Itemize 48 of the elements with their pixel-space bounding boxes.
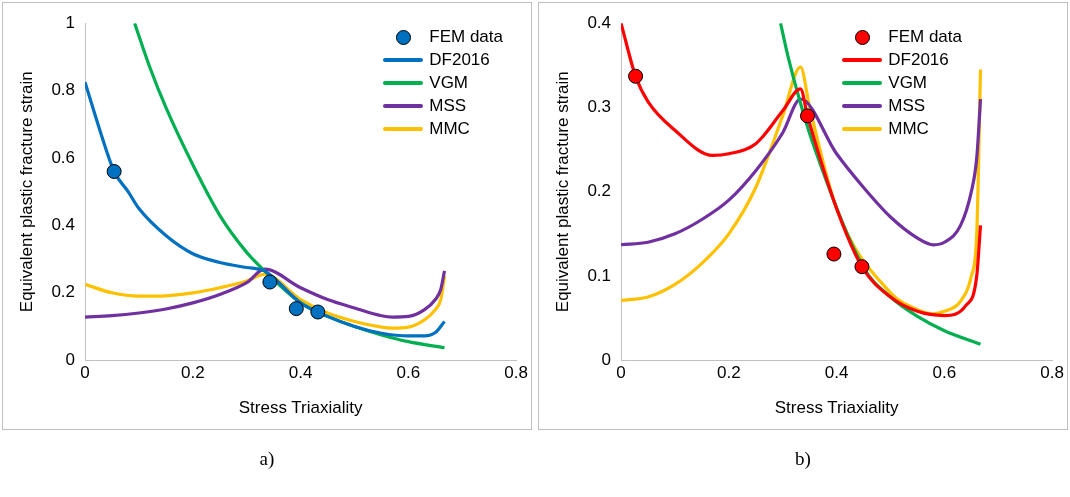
line-series: [85, 267, 447, 319]
y-tick-label: 0.2: [587, 181, 612, 201]
x-tick-label: 0.2: [717, 363, 741, 383]
legend-label: MSS: [429, 95, 467, 116]
point: [310, 304, 326, 320]
x-tick-label: 0.4: [824, 363, 849, 383]
x-tick-label: 0.6: [932, 363, 957, 383]
y-tick-label: 0.1: [587, 265, 612, 285]
x-tick-label: 0.2: [181, 363, 205, 383]
y-tick-label: 0.2: [51, 282, 76, 302]
y-axis-title: Equivalent plastic fracture strain: [16, 71, 36, 313]
x-tick-label: 0: [616, 363, 626, 383]
text: b): [794, 448, 812, 470]
line-series: [85, 272, 447, 330]
y-tick-label: 0.8: [51, 80, 76, 100]
legend-label: MMC: [888, 118, 929, 139]
x-axis-title: Stress Triaxiality: [774, 398, 899, 418]
legend-label: MSS: [888, 95, 926, 116]
legend-label: VGM: [429, 72, 469, 93]
y-tick-label: 0.4: [51, 215, 76, 235]
point: [262, 274, 278, 290]
point: [800, 108, 816, 124]
legend-label: VGM: [888, 72, 928, 93]
legend-label: DF2016: [429, 49, 490, 70]
x-tick-label: 0.8: [1040, 363, 1064, 383]
point: [106, 163, 122, 179]
x-tick-label: 0.6: [396, 363, 421, 383]
y-tick-label: 1: [65, 12, 76, 32]
y-tick-label: 0.6: [51, 147, 76, 167]
point: [854, 259, 870, 275]
point: [628, 68, 644, 84]
y-tick-label: 0: [601, 349, 612, 369]
y-tick-label: 0.4: [587, 12, 612, 32]
legend-label: DF2016: [888, 49, 949, 70]
y-tick-label: 0: [65, 349, 76, 369]
y-tick-label: 0.3: [587, 97, 612, 117]
text: a): [258, 448, 276, 470]
point: [288, 301, 304, 317]
legend-label: MMC: [429, 118, 470, 139]
y-axis-title: Equivalent plastic fracture strain: [552, 71, 572, 313]
x-tick-label: 0.4: [288, 363, 313, 383]
legend-label: FEM data: [888, 26, 962, 47]
point: [826, 246, 842, 262]
x-axis-title: Stress Triaxiality: [238, 398, 363, 418]
line-series: [621, 97, 983, 247]
x-tick-label: 0.8: [504, 363, 528, 383]
legend-label: FEM data: [429, 26, 503, 47]
x-tick-label: 0: [80, 363, 90, 383]
